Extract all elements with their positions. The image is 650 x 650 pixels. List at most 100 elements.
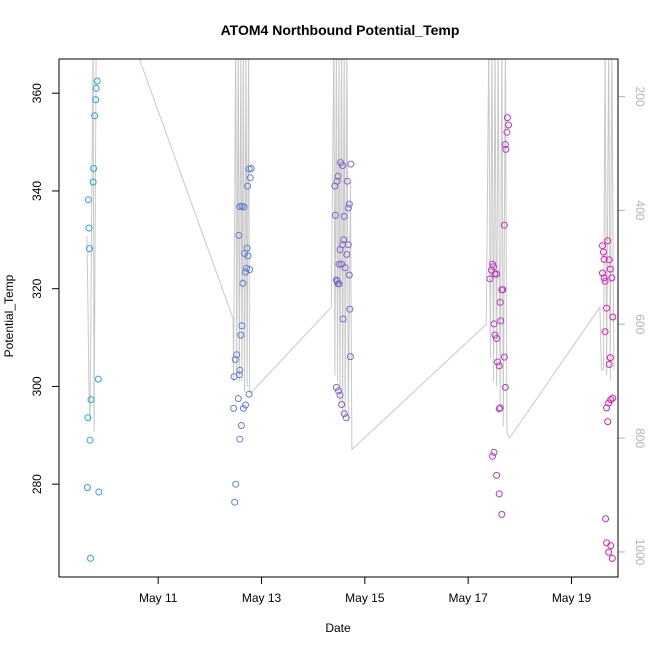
secondary-line	[86, 59, 615, 451]
data-point	[242, 401, 249, 409]
data-point	[84, 196, 92, 204]
y-tick-label: 360	[30, 83, 44, 103]
data-point	[490, 448, 498, 456]
data-point	[500, 353, 508, 361]
data-point	[601, 328, 609, 336]
data-point	[334, 172, 342, 180]
data-point	[239, 404, 247, 412]
data-point	[605, 548, 613, 556]
data-point	[605, 256, 613, 264]
data-point	[231, 356, 239, 363]
data-point	[238, 322, 246, 330]
data-point	[606, 354, 614, 362]
data-point	[234, 395, 242, 403]
y-axis-label: Potential_Temp	[2, 274, 16, 357]
data-point	[85, 224, 93, 232]
y-tick-label: 300	[30, 376, 44, 396]
data-point	[92, 84, 100, 92]
data-point	[609, 394, 617, 402]
data-point	[339, 162, 347, 169]
data-point	[86, 245, 93, 253]
data-point	[606, 265, 614, 273]
data-point	[231, 498, 239, 506]
data-point	[342, 414, 350, 422]
data-point	[493, 270, 501, 278]
data-point	[343, 251, 351, 258]
data-point	[498, 510, 506, 518]
data-point	[95, 488, 103, 496]
data-point	[501, 383, 509, 391]
data-point	[346, 305, 354, 313]
data-point	[603, 304, 611, 312]
data-point	[503, 128, 511, 136]
data-point	[235, 371, 243, 379]
data-point	[344, 204, 352, 212]
data-point	[237, 331, 245, 339]
data-point	[489, 452, 496, 460]
data-point	[336, 391, 344, 399]
data-point	[609, 313, 617, 321]
data-point	[232, 480, 240, 488]
data-point	[244, 182, 252, 190]
data-point	[599, 269, 606, 277]
data-point	[246, 266, 254, 274]
data-point	[494, 358, 502, 366]
data-point	[338, 260, 346, 268]
data-point	[340, 212, 348, 220]
y-tick-label: 340	[30, 181, 44, 201]
data-point	[335, 260, 343, 268]
data-point	[501, 141, 509, 148]
data-point	[87, 554, 94, 562]
y2-tick-label: 1000	[633, 539, 647, 566]
data-point	[608, 274, 616, 282]
data-point	[335, 280, 343, 288]
data-point	[600, 248, 607, 256]
data-point	[331, 211, 339, 219]
data-point	[84, 414, 92, 422]
x-tick-label: May 19	[552, 591, 592, 605]
data-point	[339, 315, 347, 323]
data-point	[343, 177, 351, 185]
data-point	[600, 274, 608, 282]
data-point	[94, 375, 102, 383]
data-point	[341, 264, 349, 272]
data-point	[86, 436, 94, 444]
data-point	[344, 241, 352, 249]
data-point	[604, 237, 612, 245]
data-point	[90, 165, 98, 172]
data-point	[236, 366, 244, 374]
data-point	[345, 271, 353, 279]
data-point	[495, 405, 503, 413]
data-point	[347, 160, 355, 168]
data-point	[493, 335, 501, 342]
data-point	[500, 221, 508, 229]
data-point	[493, 471, 501, 479]
data-point	[608, 554, 616, 562]
data-point	[345, 200, 353, 208]
x-tick-label: May 11	[139, 591, 178, 605]
data-point	[240, 203, 248, 211]
data-point	[607, 542, 615, 550]
data-point	[600, 255, 608, 263]
data-point	[241, 250, 248, 257]
data-point	[92, 96, 100, 104]
data-point	[247, 165, 255, 172]
data-point	[237, 422, 245, 429]
data-point	[93, 77, 101, 85]
y-tick-label: 320	[30, 278, 44, 298]
data-point	[491, 331, 499, 339]
data-point	[495, 362, 503, 370]
data-point	[497, 317, 505, 325]
data-point	[332, 383, 340, 391]
x-axis-label: Date	[325, 621, 351, 635]
data-point	[502, 145, 510, 153]
data-point	[605, 399, 613, 407]
y-tick-label: 280	[30, 474, 44, 494]
data-point	[490, 263, 497, 271]
data-point	[490, 320, 498, 328]
data-point	[243, 244, 251, 252]
data-point	[495, 490, 503, 498]
data-point	[605, 360, 613, 368]
data-point	[346, 353, 354, 361]
